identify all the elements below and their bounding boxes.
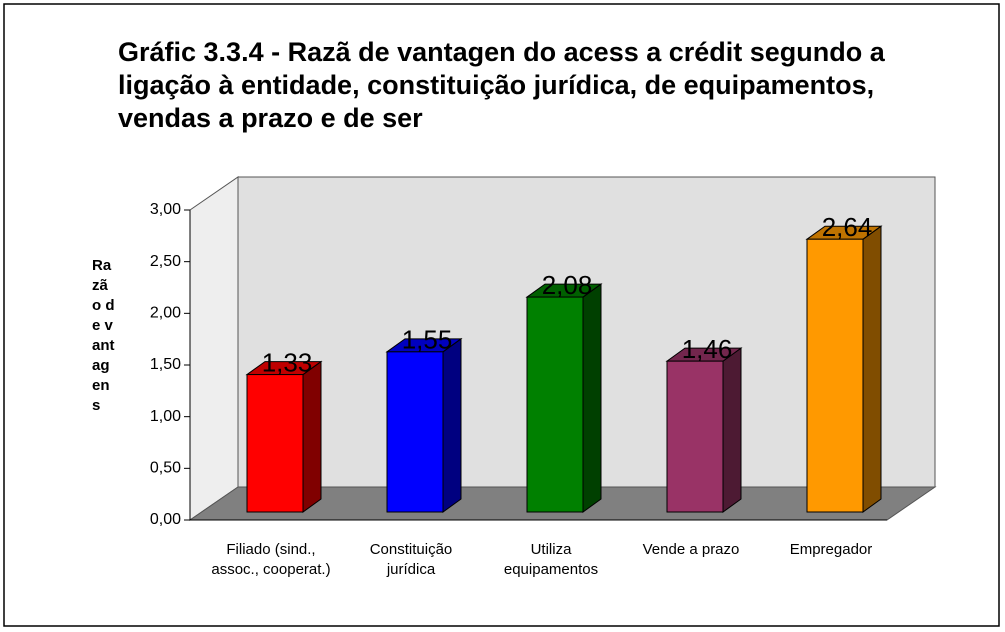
bar-side bbox=[722, 347, 742, 513]
bar bbox=[666, 360, 724, 513]
bar bbox=[806, 238, 864, 513]
y-axis-label: Razão de vantagens bbox=[92, 257, 115, 414]
bar-side bbox=[302, 360, 322, 513]
side-wall bbox=[189, 176, 239, 521]
data-label: 2,08 bbox=[542, 270, 593, 300]
y-tick-label: 0,50 bbox=[150, 460, 181, 477]
y-tick-label: 1,50 bbox=[150, 356, 181, 373]
y-tick-label: 2,00 bbox=[150, 305, 181, 322]
bar-side bbox=[862, 225, 882, 513]
y-tick-label: 1,00 bbox=[150, 408, 181, 425]
bar bbox=[386, 351, 444, 513]
x-tick-label: Constituição jurídica bbox=[369, 541, 453, 578]
x-tick-label: Utiliza equipamentos bbox=[503, 541, 599, 578]
bar-side bbox=[442, 337, 462, 513]
data-label: 1,46 bbox=[682, 334, 733, 364]
data-label: 1,33 bbox=[262, 347, 313, 377]
y-tick-label: 3,00 bbox=[150, 201, 181, 218]
x-tick-label: Vende a prazo bbox=[642, 541, 740, 558]
y-tick-label: 2,50 bbox=[150, 253, 181, 270]
bar-side bbox=[582, 283, 602, 513]
x-tick-label: Filiado (sind., assoc., cooperat.) bbox=[211, 541, 331, 578]
bar bbox=[246, 374, 304, 513]
bar bbox=[526, 296, 584, 513]
x-tick-label: Empregador bbox=[789, 541, 873, 558]
data-label: 1,55 bbox=[402, 325, 453, 355]
data-label: 2,64 bbox=[822, 212, 873, 242]
y-tick-label: 0,00 bbox=[150, 511, 181, 528]
chart-title: Gráfic 3.3.4 - Razã de vantagen do acess… bbox=[118, 37, 885, 133]
